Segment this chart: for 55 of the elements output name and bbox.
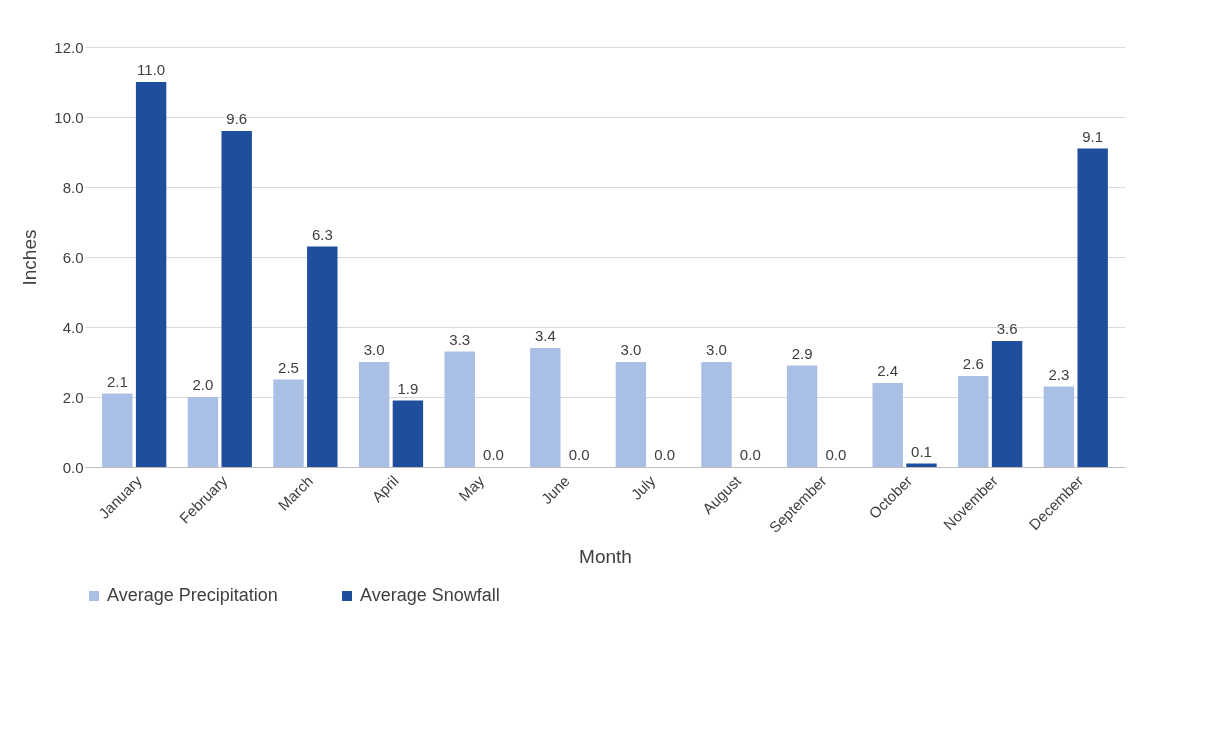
bar	[991, 341, 1023, 467]
data-label: 2.4	[877, 362, 899, 379]
data-label: 2.3	[1048, 365, 1070, 383]
bar	[221, 131, 252, 467]
y-axis-title: Inches	[19, 229, 41, 286]
bar	[530, 348, 561, 467]
y-tick-label: 12.0	[54, 38, 84, 56]
data-label: 2.5	[278, 358, 299, 376]
data-label: 11.0	[137, 61, 166, 78]
data-label: 2.9	[791, 344, 813, 362]
x-tick-label: July	[627, 471, 659, 503]
data-label: 2.1	[106, 372, 128, 390]
data-label: 3.3	[449, 330, 471, 348]
bar	[392, 400, 424, 467]
data-label: 0.0	[654, 446, 676, 463]
bar	[187, 397, 219, 467]
bar	[273, 379, 304, 467]
y-tick-label: 10.0	[54, 108, 84, 126]
x-tick-label: May	[455, 471, 488, 505]
bar	[701, 362, 732, 467]
bar	[958, 376, 989, 467]
bar	[615, 362, 647, 467]
bar	[872, 383, 903, 467]
y-tick-label: 8.0	[62, 178, 84, 196]
y-tick-label: 0.0	[62, 458, 84, 476]
bar	[786, 365, 818, 467]
bar	[358, 362, 390, 467]
y-tick-label: 6.0	[62, 248, 84, 266]
legend-label: Average Precipitation	[107, 585, 278, 605]
data-label: 0.0	[825, 446, 847, 463]
x-axis-title: Month	[579, 545, 632, 567]
bar	[102, 393, 133, 467]
y-tick-label: 4.0	[62, 318, 84, 336]
bar	[1077, 148, 1108, 467]
data-label: 3.0	[620, 341, 642, 358]
data-label: 0.0	[483, 446, 504, 463]
legend-label: Average Snowfall	[360, 585, 500, 605]
data-label: 0.0	[739, 446, 761, 463]
bar	[1043, 386, 1075, 467]
data-label: 3.0	[363, 341, 385, 358]
bar	[135, 82, 167, 467]
data-label: 0.1	[911, 442, 932, 460]
data-label: 3.4	[534, 327, 556, 344]
data-label: 0.0	[568, 446, 590, 463]
data-label: 3.0	[706, 341, 727, 358]
data-label: 6.3	[311, 225, 333, 243]
data-label: 9.6	[226, 110, 248, 127]
bar	[307, 246, 338, 467]
bar	[444, 351, 475, 467]
data-label: 9.1	[1082, 127, 1104, 145]
data-label: 3.6	[996, 320, 1018, 337]
data-label: 2.0	[192, 376, 214, 393]
data-label: 1.9	[397, 379, 419, 397]
y-tick-label: 2.0	[62, 388, 84, 406]
data-label: 2.6	[962, 355, 984, 372]
